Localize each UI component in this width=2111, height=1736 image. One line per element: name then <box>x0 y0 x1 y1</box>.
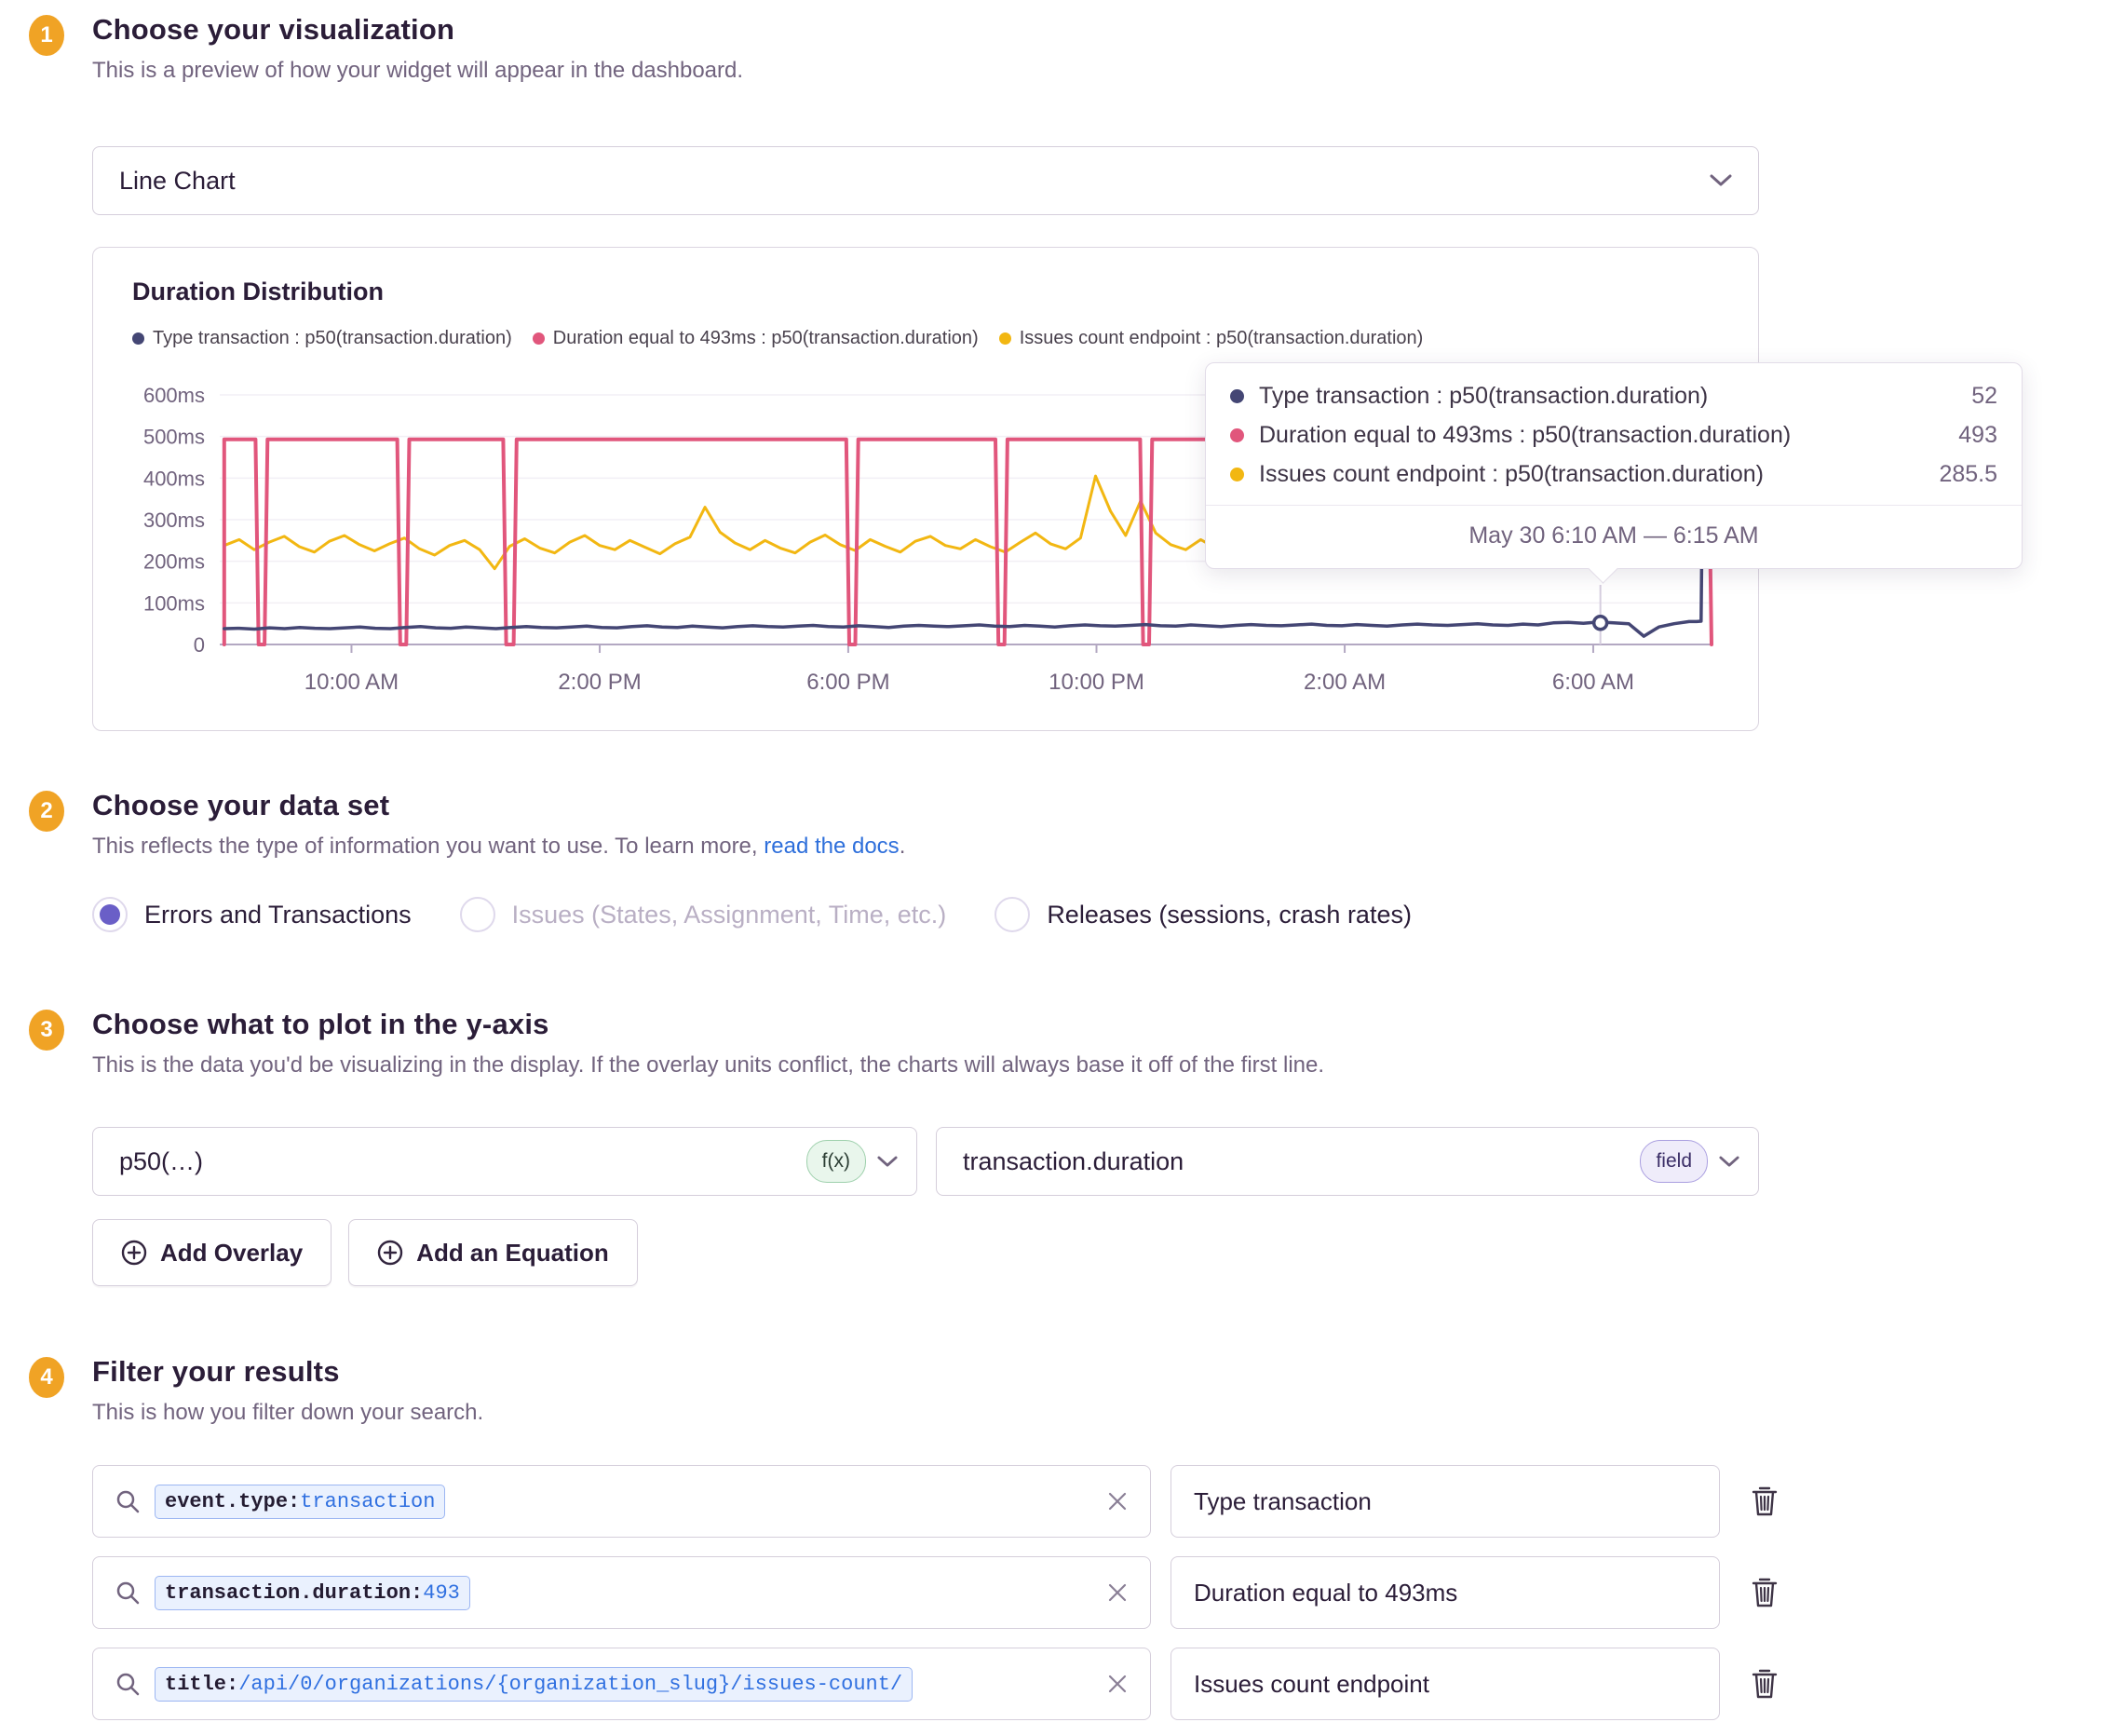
section-subtitle: This is a preview of how your widget wil… <box>92 58 744 83</box>
filter-name-input[interactable] <box>1171 1648 1720 1720</box>
series-dot <box>532 332 545 345</box>
section-dataset: 2 Choose your data set This reflects the… <box>29 789 905 860</box>
series-dot <box>132 332 144 345</box>
function-select[interactable]: p50(…) f(x) <box>92 1127 917 1196</box>
tooltip-value: 52 <box>1971 382 1997 409</box>
tooltip-value: 285.5 <box>1939 460 1997 487</box>
yaxis-field-row: p50(…) f(x) transaction.duration field <box>92 1127 1759 1196</box>
field-badge: field <box>1640 1140 1708 1183</box>
search-icon <box>116 1581 140 1605</box>
clear-icon[interactable] <box>1107 1674 1128 1694</box>
chevron-down-icon <box>1719 1156 1739 1167</box>
clear-icon[interactable] <box>1107 1582 1128 1603</box>
search-token[interactable]: title:/api/0/organizations/{organization… <box>155 1666 913 1702</box>
series-dot <box>1230 467 1244 481</box>
search-token[interactable]: transaction.duration:493 <box>155 1575 470 1610</box>
radio-unselected-icon <box>459 897 495 932</box>
svg-text:10:00 AM: 10:00 AM <box>304 670 399 695</box>
search-icon <box>116 1490 140 1513</box>
step-number-badge: 1 <box>29 15 64 56</box>
read-the-docs-link[interactable]: read the docs <box>764 834 900 859</box>
section-subtitle: This is the data you'd be visualizing in… <box>92 1052 1325 1078</box>
radio-unselected-icon <box>995 897 1031 932</box>
svg-text:2:00 AM: 2:00 AM <box>1304 670 1386 695</box>
section-visualization: 1 Choose your visualization This is a pr… <box>29 13 743 84</box>
delete-filter-button[interactable] <box>1751 1485 1779 1518</box>
chart-tooltip: Type transaction : p50(transaction.durat… <box>1205 362 2023 584</box>
plus-circle-icon <box>377 1240 403 1266</box>
step-number-badge: 3 <box>29 1010 64 1051</box>
section-yaxis: 3 Choose what to plot in the y-axis This… <box>29 1008 1324 1078</box>
svg-text:500ms: 500ms <box>143 426 205 449</box>
trash-icon <box>1752 1578 1778 1607</box>
section-title: Choose what to plot in the y-axis <box>92 1008 549 1040</box>
clear-icon[interactable] <box>1107 1491 1128 1512</box>
radio-releases[interactable]: Releases (sessions, crash rates) <box>995 897 1412 932</box>
svg-text:6:00 AM: 6:00 AM <box>1552 670 1634 695</box>
chart-type-select[interactable]: Line Chart <box>92 146 1759 215</box>
svg-text:600ms: 600ms <box>143 384 205 407</box>
chart-type-value: Line Chart <box>119 166 236 195</box>
tooltip-row: Issues count endpoint : p50(transaction.… <box>1206 454 2022 494</box>
search-token[interactable]: event.type:transaction <box>155 1484 446 1519</box>
tooltip-date-range: May 30 6:10 AM — 6:15 AM <box>1468 522 1759 549</box>
radio-selected-icon <box>92 897 128 932</box>
filter-row: transaction.duration:493 <box>92 1556 1779 1629</box>
step-number-badge: 2 <box>29 791 64 832</box>
trash-icon <box>1752 1486 1778 1516</box>
filter-name-input[interactable] <box>1171 1556 1720 1629</box>
svg-text:200ms: 200ms <box>143 550 205 574</box>
svg-text:10:00 PM: 10:00 PM <box>1049 670 1144 695</box>
section-subtitle: This reflects the type of information yo… <box>92 834 906 859</box>
line-chart[interactable]: 0 100ms 200ms 300ms 400ms 500ms 600ms 10:00 AM 2… <box>93 369 1760 732</box>
trash-icon <box>1752 1669 1778 1699</box>
chart-legend: Type transaction : p50(transaction.durat… <box>132 328 1423 349</box>
widget-preview-card: Duration Distribution Type transaction :… <box>92 247 2023 732</box>
legend-item[interactable]: Duration equal to 493ms : p50(transactio… <box>532 328 979 349</box>
svg-text:6:00 PM: 6:00 PM <box>806 670 889 695</box>
add-overlay-button[interactable]: Add Overlay <box>92 1219 332 1286</box>
section-title: Filter your results <box>92 1355 340 1388</box>
radio-issues: Issues (States, Assignment, Time, etc.) <box>459 897 946 932</box>
plus-circle-icon <box>121 1240 147 1266</box>
chart-title: Duration Distribution <box>132 278 384 305</box>
dataset-options: Errors and Transactions Issues (States, … <box>92 897 1412 932</box>
section-subtitle: This is how you filter down your search. <box>92 1400 484 1425</box>
filter-row: title:/api/0/organizations/{organization… <box>92 1648 1779 1720</box>
filter-search-input[interactable]: event.type:transaction <box>92 1465 1151 1538</box>
chevron-down-icon <box>1710 174 1732 186</box>
function-badge: f(x) <box>805 1140 866 1183</box>
tooltip-row: Type transaction : p50(transaction.durat… <box>1206 376 2022 415</box>
series-dot <box>998 332 1011 345</box>
chevron-down-icon <box>877 1156 898 1167</box>
series-dot <box>1230 427 1244 442</box>
add-equation-button[interactable]: Add an Equation <box>348 1219 638 1286</box>
step-number-badge: 4 <box>29 1357 64 1398</box>
section-filters: 4 Filter your results This is how you fi… <box>29 1355 483 1426</box>
legend-item[interactable]: Type transaction : p50(transaction.durat… <box>132 328 512 349</box>
svg-text:0: 0 <box>194 633 205 657</box>
svg-text:400ms: 400ms <box>143 467 205 490</box>
legend-item[interactable]: Issues count endpoint : p50(transaction.… <box>998 328 1423 349</box>
svg-text:2:00 PM: 2:00 PM <box>558 670 641 695</box>
search-icon <box>116 1673 140 1696</box>
filter-row: event.type:transaction <box>92 1465 1779 1538</box>
filter-name-input[interactable] <box>1171 1465 1720 1538</box>
tooltip-divider <box>1206 505 2022 506</box>
tooltip-row: Duration equal to 493ms : p50(transactio… <box>1206 415 2022 454</box>
radio-errors-and-transactions[interactable]: Errors and Transactions <box>92 897 412 932</box>
tooltip-value: 493 <box>1958 421 1997 448</box>
delete-filter-button[interactable] <box>1751 1576 1779 1609</box>
yaxis-buttons: Add Overlay Add an Equation <box>92 1219 638 1286</box>
filter-search-input[interactable]: title:/api/0/organizations/{organization… <box>92 1648 1151 1720</box>
section-title: Choose your data set <box>92 789 390 821</box>
section-title: Choose your visualization <box>92 13 455 46</box>
svg-text:300ms: 300ms <box>143 509 205 532</box>
svg-text:100ms: 100ms <box>143 591 205 615</box>
filter-search-input[interactable]: transaction.duration:493 <box>92 1556 1151 1629</box>
delete-filter-button[interactable] <box>1751 1667 1779 1701</box>
field-select[interactable]: transaction.duration field <box>936 1127 1759 1196</box>
series-dot <box>1230 388 1244 403</box>
